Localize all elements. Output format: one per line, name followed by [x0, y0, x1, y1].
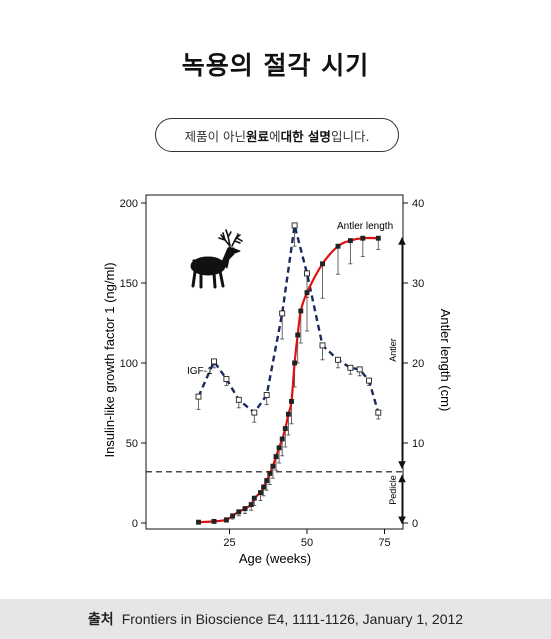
y-left-tick-label: 0: [132, 518, 138, 530]
igf-point: [356, 366, 363, 373]
antler-point: [242, 506, 248, 512]
igf-line: [197, 224, 380, 414]
antler-length-annotation: Antler length: [337, 221, 393, 232]
igf-point: [291, 222, 298, 229]
y-axis-left-label: Insulin-like growth factor 1 (ng/ml): [102, 262, 117, 457]
igf-point: [347, 364, 354, 371]
source-text: Frontiers in Bioscience E4, 1111-1126, J…: [121, 611, 464, 627]
igf-point: [223, 376, 230, 382]
antler-point: [360, 235, 366, 241]
deer-silhouette-icon: [190, 229, 243, 289]
antler-point: [279, 436, 285, 442]
antler-bracket-arrow: [398, 461, 406, 469]
antler-point: [276, 445, 282, 451]
igf-point: [195, 393, 202, 400]
antler-point: [292, 360, 298, 366]
x-axis-label: Age (weeks): [239, 551, 311, 566]
notice-text-1: 제품이 아닌: [184, 128, 247, 144]
antler-point: [211, 518, 217, 524]
notice-text-3: 입니다.: [330, 128, 370, 144]
plot-frame: [145, 194, 404, 530]
y-right-tick-label: 40: [412, 198, 424, 210]
pedicle-annotation: Pedicle: [388, 475, 398, 505]
axis-ticks: 25 50 75 0 50 100 150 200 0 10 20 30 40: [120, 198, 425, 549]
notice-badge: 제품이 아닌 원료 에 대한 설명 입니다.: [155, 118, 399, 152]
igf-point: [366, 377, 372, 384]
antler-bracket-arrow: [398, 237, 406, 245]
source-label: 출처: [87, 611, 114, 627]
igf-point: [263, 392, 270, 398]
antler-point: [335, 243, 341, 249]
antler-point: [285, 411, 291, 417]
x-tick-label: 50: [301, 537, 313, 549]
chart: 25 50 75 0 50 100 150 200 0 10 20 30 40 IGF-1 Antler…: [102, 194, 453, 566]
antler-point: [298, 308, 304, 314]
y-right-tick-label: 0: [412, 518, 418, 530]
antler-point: [347, 238, 353, 244]
antler-point: [248, 502, 254, 508]
antler-point: [289, 398, 294, 404]
y-axis-right-label: Antler length (cm): [438, 309, 453, 412]
igf-point: [211, 358, 217, 365]
antler-point: [304, 290, 310, 296]
pedicle-bracket-arrow: [398, 474, 406, 483]
antler-point: [258, 490, 263, 496]
antler-point: [375, 235, 381, 241]
antler-point: [264, 478, 270, 484]
igf-point: [375, 409, 382, 416]
notice-bold-1: 원료: [246, 128, 270, 144]
notice-text-2: 에: [269, 128, 281, 144]
y-left-tick-label: 100: [120, 358, 138, 370]
igf-series: [195, 222, 382, 423]
antler-point: [261, 484, 267, 490]
antler-point: [282, 426, 288, 432]
notice-bold-2: 대한 설명: [280, 128, 331, 144]
x-tick-label: 25: [223, 537, 235, 549]
igf-point: [235, 396, 242, 403]
source-footer: 출처 Frontiers in Bioscience E4, 1111-1126…: [0, 599, 551, 639]
antler-point: [230, 513, 236, 519]
antler-point: [196, 519, 201, 525]
y-left-tick-label: 150: [120, 278, 138, 290]
antler-line: [198, 236, 379, 524]
antler-pedicle-bracket: [398, 237, 406, 525]
igf-point: [251, 409, 258, 416]
antler-point: [236, 509, 242, 515]
y-right-tick-label: 30: [412, 278, 424, 290]
antler-series: [196, 235, 381, 525]
antler-point: [267, 470, 273, 476]
y-right-tick-label: 10: [412, 438, 424, 450]
igf-point: [319, 342, 326, 349]
igf-point: [335, 356, 341, 363]
igf-point: [304, 270, 310, 277]
antler-point: [273, 454, 279, 460]
x-tick-label: 75: [378, 537, 390, 549]
igf-point: [279, 310, 286, 317]
antler-annotation: Antler: [388, 338, 398, 362]
pedicle-bracket-arrow: [398, 516, 406, 525]
igf-annotation: IGF-1: [187, 366, 213, 377]
y-left-tick-label: 50: [126, 438, 138, 450]
y-right-tick-label: 20: [412, 358, 424, 370]
antler-point: [251, 495, 257, 501]
antler-point: [223, 517, 229, 523]
antler-point: [270, 463, 276, 469]
page-title: 녹용의 절각 시기: [181, 51, 370, 80]
y-left-tick-label: 200: [120, 198, 138, 210]
antler-point: [320, 261, 325, 267]
antler-point: [295, 332, 301, 338]
